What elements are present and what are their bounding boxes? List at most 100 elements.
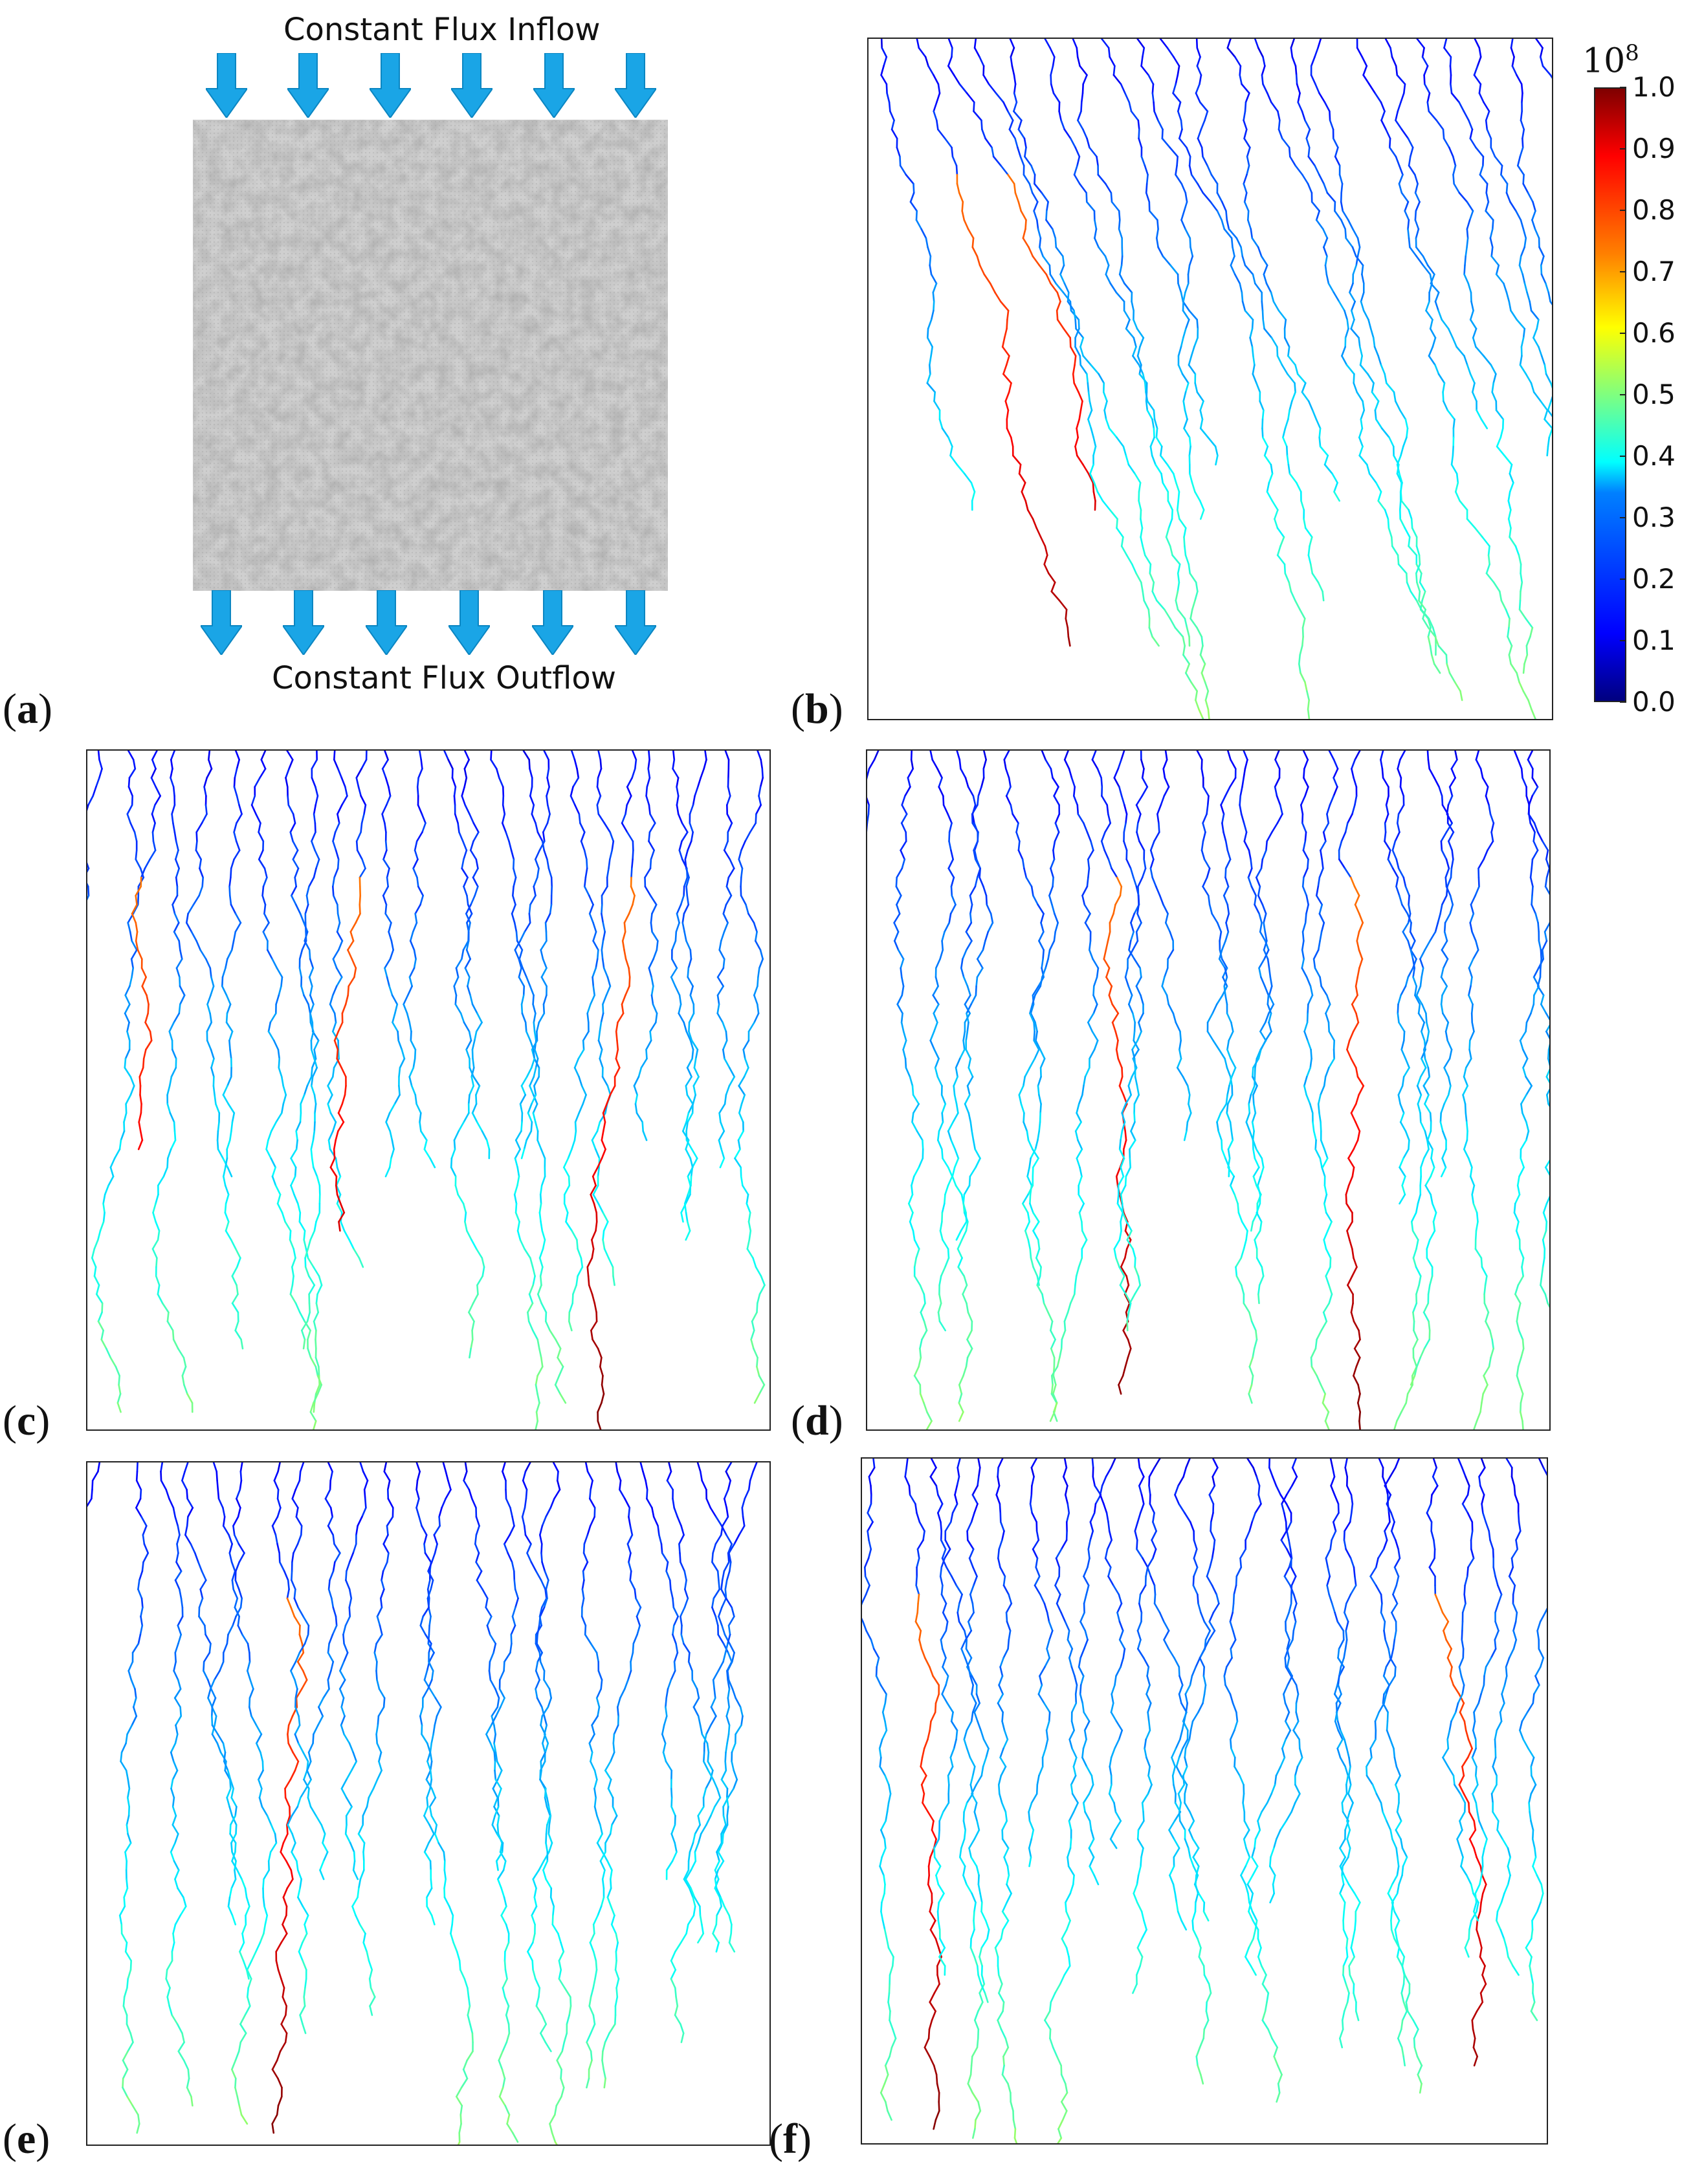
fracture-segment [1401,1075,1405,1087]
fracture-segment [1167,500,1174,511]
fracture-segment [966,985,971,997]
fracture-segment [1323,237,1329,248]
fracture-segment [1157,119,1164,131]
fracture-segment [453,976,459,987]
fracture-segment [1039,1057,1046,1069]
fracture-segment [570,795,576,806]
fracture-segment [583,876,587,888]
fracture-segment [685,1075,692,1087]
fracture-segment [314,1103,317,1114]
fracture-segment [1265,282,1272,294]
fracture-segment [977,786,982,797]
fracture-segment [683,1021,688,1033]
fracture-segment [1008,382,1012,393]
fracture-segment [1426,101,1430,113]
fracture-segment [337,1121,345,1132]
fracture-segment [1542,1202,1548,1214]
fracture-segment [1412,967,1416,978]
fracture-segment [1427,1066,1431,1078]
fracture-segment [461,858,465,870]
fracture-segment [915,219,922,230]
fracture-segment [1028,246,1034,258]
fracture-segment [1443,1094,1450,1105]
fracture-segment [1521,1257,1525,1268]
fracture-segment [467,903,473,915]
fracture-segment [1230,758,1237,770]
fracture-segment [1407,912,1411,924]
fracture-segment [339,1202,346,1214]
fracture-segment [1126,1320,1129,1332]
fracture-segment [1537,921,1540,933]
fracture-segment [1030,1012,1036,1024]
fracture-segment [1513,1211,1520,1223]
fracture-segment [1360,300,1365,312]
fracture-segment [1525,373,1532,384]
fracture-segment [278,1057,281,1069]
fracture-segment [476,1275,484,1286]
fracture-segment [1006,427,1012,439]
fracture-segment [1092,481,1095,493]
fracture-segment [419,1112,422,1123]
fracture-segment [453,795,456,806]
fracture-segment [227,1905,234,1917]
fracture-segment [1356,237,1361,248]
fracture-segment [578,1103,584,1114]
fracture-segment [1303,1085,1308,1096]
fracture-segment [1043,1302,1049,1314]
fracture-segment [1076,454,1084,466]
fracture-segment [1092,1003,1098,1015]
fracture-segment [1182,645,1186,656]
fracture-segment [1289,155,1297,167]
fracture-segment [1360,418,1364,430]
fracture-segment [757,1003,760,1015]
fracture-segment [1223,985,1226,997]
fracture-segment [568,1320,573,1332]
fracture-segment [1422,255,1429,267]
fracture-segment [1050,1347,1056,1359]
fracture-segment [1395,155,1400,167]
fracture-segment [1358,454,1368,466]
fracture-segment [102,1211,105,1223]
fracture-segment [195,940,201,951]
fracture-segment [123,1121,126,1132]
fracture-segment [718,1112,722,1123]
fracture-segment [751,1320,755,1332]
fracture-segment [1412,1311,1415,1323]
fracture-segment [1108,427,1118,439]
fracture-segment [206,994,212,1006]
fracture-segment [1083,1075,1087,1087]
fracture-segment [1220,795,1226,806]
fracture-segment [621,813,626,824]
fracture-segment [1406,1384,1414,1395]
fracture-segment [1306,690,1311,701]
fracture-segment [962,1365,968,1377]
fracture-segment [1178,137,1188,149]
fracture-segment [537,1393,540,1404]
fracture-segment [210,1048,215,1060]
fracture-segment [650,849,656,861]
fracture-segment [965,1220,969,1232]
fracture-segment [239,1479,243,1491]
fracture-segment [592,1193,600,1205]
fracture-segment [1254,1230,1261,1241]
fracture-segment [904,1057,907,1069]
fracture-segment [1496,436,1502,448]
fracture-segment [302,1338,306,1350]
fracture-segment [626,831,634,843]
fracture-segment [1032,1211,1040,1223]
fracture-segment [558,1365,564,1377]
fracture-segment [1199,101,1209,113]
fracture-segment [1164,777,1170,788]
fracture-segment [755,813,757,824]
fracture-segment [1314,164,1320,176]
fracture-segment [1341,355,1348,366]
fracture-segment [249,1697,251,1708]
fracture-segment [750,1338,755,1350]
fracture-segment [1468,958,1474,969]
fracture-segment [1047,949,1051,960]
fracture-segment [1182,654,1191,665]
fracture-segment [174,1642,179,1654]
fracture-segment [1329,119,1334,131]
fracture-segment [685,1230,691,1241]
fracture-segment [1077,119,1084,131]
